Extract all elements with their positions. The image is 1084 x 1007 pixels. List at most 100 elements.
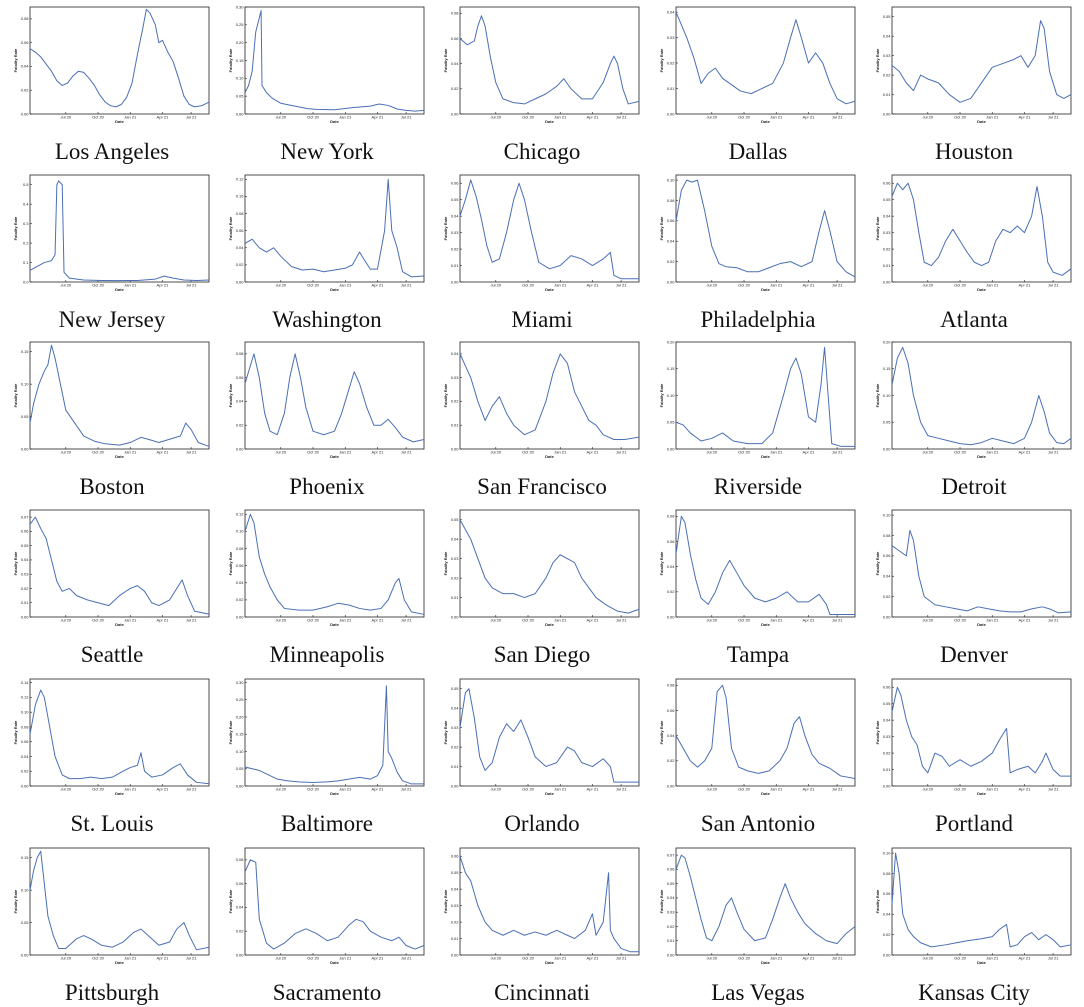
x-tick-label: Jan 21 — [554, 115, 567, 120]
x-tick-label: Jan 21 — [554, 956, 567, 961]
y-tick-label: 0.00 — [451, 783, 460, 788]
x-tick-label: Jul 21 — [1048, 787, 1059, 792]
x-tick-label: Oct 20 — [954, 618, 967, 623]
x-tick-label: Apr 21 — [1019, 618, 1032, 623]
y-tick-label: 0.02 — [883, 72, 892, 77]
x-tick-label: Jan 21 — [986, 115, 999, 120]
y-axis-label: Fatality Rate — [228, 383, 233, 408]
x-tick-label: Jan 21 — [339, 283, 352, 288]
x-tick-label: Jan 21 — [339, 787, 352, 792]
x-tick-label: Jul 21 — [186, 618, 197, 623]
x-tick-label: Jul 21 — [1048, 283, 1059, 288]
line-chart: 0.00 0.01 0.02 0.03 0.04 0.05 0.06 0.07 Jul 20 Oc… — [13, 509, 210, 627]
y-axis-label: Fatality Rate — [228, 216, 233, 241]
fatality-rate-line — [244, 859, 425, 950]
fatality-rate-line — [459, 519, 640, 614]
plot-frame — [675, 678, 856, 787]
y-tick-label: 0.01 — [451, 764, 460, 769]
x-axis-label: Date — [545, 287, 554, 292]
y-tick-label: 0.02 — [451, 744, 460, 749]
y-axis-label: Fatality Rate — [228, 48, 233, 73]
y-tick-label: 0.04 — [451, 213, 460, 218]
y-tick-label: 0.00 — [236, 446, 245, 451]
city-label: Las Vegas — [711, 980, 805, 1005]
chart-panel: 0.00 0.05 0.10 0.15 0.20 0.25 0.30 Jul 20 Oct 20… — [227, 2, 427, 164]
x-tick-label: Oct 20 — [92, 618, 105, 623]
y-tick-label: 0.10 — [236, 749, 245, 754]
x-tick-label: Oct 20 — [954, 787, 967, 792]
line-chart: 0.00 0.02 0.04 0.06 0.08 0.10 Jul 20 Oct 20 Jan … — [875, 509, 1072, 627]
y-tick-label: 0.04 — [236, 399, 245, 404]
y-axis-label: Fatality Rate — [875, 383, 880, 408]
x-axis-label: Date — [761, 454, 770, 459]
x-tick-label: Jul 20 — [706, 283, 717, 288]
x-tick-label: Oct 20 — [522, 115, 535, 120]
plot-frame — [675, 174, 856, 283]
x-tick-label: Jan 21 — [986, 450, 999, 455]
plot-frame — [29, 6, 210, 115]
y-axis-label: Fatality Rate — [443, 383, 448, 408]
y-tick-label: 0.15 — [667, 366, 676, 371]
chart-panel: 0.00 0.01 0.02 0.03 0.04 0.05 0.06 Jul 20 Oct 20… — [874, 170, 1074, 332]
y-tick-label: 0.00 — [451, 952, 460, 957]
y-tick-label: 0.04 — [667, 895, 676, 900]
y-tick-label: 0.10 — [21, 381, 30, 386]
chart-panel: 0.00 0.02 0.04 0.06 0.08 Jul 20 Oct 20 Jan 21 Ap… — [227, 843, 427, 1005]
city-label: Seattle — [80, 642, 144, 667]
chart-panel: 0.00 0.01 0.02 0.03 0.04 0.05 Jul 20 Oct 20 Jan … — [874, 2, 1074, 164]
y-tick-label: 0.04 — [883, 574, 892, 579]
y-tick-label: 0.05 — [451, 686, 460, 691]
x-tick-label: Jul 20 — [922, 450, 933, 455]
fatality-rate-line — [29, 180, 210, 282]
y-tick-label: 0.05 — [667, 881, 676, 886]
x-tick-label: Apr 21 — [157, 115, 170, 120]
x-tick-label: Apr 21 — [1019, 787, 1032, 792]
y-tick-label: 0.0 — [23, 279, 29, 284]
x-tick-label: Oct 20 — [522, 956, 535, 961]
x-tick-label: Oct 20 — [307, 618, 320, 623]
x-tick-label: Jul 20 — [275, 787, 286, 792]
x-tick-label: Jul 21 — [832, 787, 843, 792]
x-tick-label: Jul 21 — [186, 956, 197, 961]
y-tick-label: 0.03 — [451, 375, 460, 380]
y-tick-label: 0.3 — [23, 221, 29, 226]
x-axis-label: Date — [115, 454, 124, 459]
fatality-rate-line — [244, 685, 424, 785]
y-tick-label: 0.02 — [21, 88, 30, 93]
x-tick-label: Jan 21 — [339, 450, 352, 455]
chart-panel: 0.00 0.02 0.04 0.06 0.08 0.10 0.12 Jul 20 Oct 20… — [227, 505, 427, 667]
x-tick-label: Jul 20 — [275, 115, 286, 120]
y-tick-label: 0.01 — [451, 595, 460, 600]
y-tick-label: 0.01 — [667, 938, 676, 943]
y-tick-label: 0.01 — [451, 423, 460, 428]
x-axis-label: Date — [330, 119, 339, 124]
fatality-rate-line — [891, 852, 1072, 948]
y-axis-label: Fatality Rate — [659, 383, 664, 408]
y-tick-label: 0.10 — [236, 76, 245, 81]
line-chart: 0.00 0.02 0.04 0.06 0.08 Jul 20 Oct 20 Jan 21 Ap… — [13, 6, 210, 124]
chart-panel: 0.00 0.01 0.02 0.03 0.04 0.05 Jul 20 Oct 20 Jan … — [442, 674, 642, 836]
y-tick-label: 0.00 — [883, 446, 892, 451]
y-axis-label: Fatality Rate — [443, 889, 448, 914]
line-chart: 0.00 0.01 0.02 0.03 0.04 Jul 20 Oct 20 Jan 21 Ap… — [443, 341, 640, 459]
plot-frame — [891, 509, 1072, 618]
x-tick-label: Jul 20 — [275, 956, 286, 961]
x-tick-label: Apr 21 — [803, 956, 816, 961]
y-tick-label: 0.10 — [667, 393, 676, 398]
chart-panel: 0.00 0.02 0.04 0.06 0.08 Jul 20 Oct 20 Jan 21 Ap… — [442, 2, 642, 164]
plot-frame — [459, 678, 640, 787]
x-tick-label: Oct 20 — [522, 283, 535, 288]
city-label: Dallas — [728, 139, 788, 164]
x-tick-label: Apr 21 — [803, 115, 816, 120]
y-tick-label: 0.02 — [667, 589, 676, 594]
y-tick-label: 0.06 — [451, 854, 460, 859]
x-tick-label: Oct 20 — [954, 450, 967, 455]
line-chart: 0.00 0.01 0.02 0.03 0.04 Jul 20 Oct 20 Jan 21 Ap… — [659, 6, 856, 124]
x-tick-label: Jan 21 — [554, 283, 567, 288]
x-axis-label: Date — [115, 960, 124, 965]
y-tick-label: 0.20 — [236, 714, 245, 719]
x-tick-label: Apr 21 — [157, 787, 170, 792]
y-tick-label: 0.02 — [667, 758, 676, 763]
y-axis-label: Fatality Rate — [875, 889, 880, 914]
y-axis-label: Fatality Rate — [443, 216, 448, 241]
